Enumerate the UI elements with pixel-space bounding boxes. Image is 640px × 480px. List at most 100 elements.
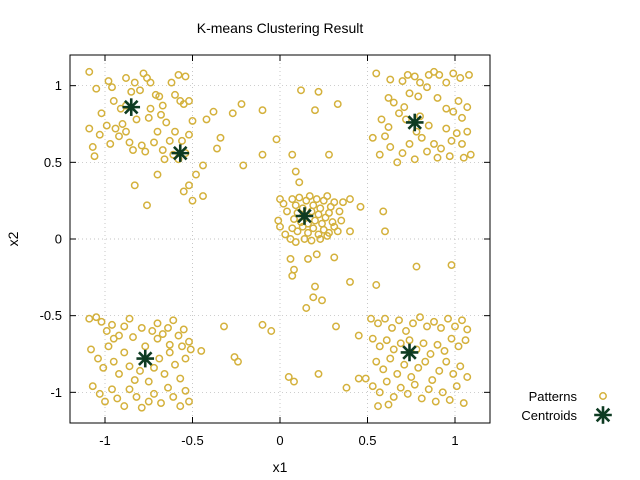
pattern-point <box>197 346 206 355</box>
pattern-point <box>382 336 391 345</box>
pattern-point <box>307 236 316 245</box>
pattern-point <box>97 109 106 118</box>
pattern-point <box>174 331 183 340</box>
pattern-point <box>456 74 465 82</box>
pattern-point <box>85 124 94 133</box>
pattern-point <box>312 195 321 204</box>
pattern-point <box>176 402 185 411</box>
pattern-point <box>181 354 190 363</box>
y-tick-label: -1 <box>50 385 62 400</box>
pattern-point <box>291 201 300 210</box>
pattern-point <box>109 357 118 366</box>
pattern-point <box>185 181 193 190</box>
grid <box>70 55 490 423</box>
pattern-point <box>99 363 108 372</box>
pattern-point <box>312 250 321 259</box>
pattern-point <box>346 277 354 286</box>
pattern-point <box>125 138 134 147</box>
pattern-point <box>305 192 314 201</box>
pattern-point <box>398 149 407 158</box>
pattern-point <box>137 323 146 332</box>
pattern-point <box>169 392 178 401</box>
pattern-point <box>458 316 466 325</box>
pattern-point <box>442 78 451 87</box>
pattern-point <box>437 323 445 332</box>
pattern-point <box>186 345 195 354</box>
x-axis-label: x1 <box>273 459 288 475</box>
pattern-point <box>417 133 426 142</box>
pattern-point <box>258 320 267 329</box>
pattern-point <box>414 92 423 101</box>
pattern-point <box>155 92 164 101</box>
pattern-point <box>304 228 312 237</box>
pattern-point <box>102 121 111 130</box>
pattern-point <box>129 146 137 155</box>
pattern-point <box>136 366 144 375</box>
pattern-point <box>153 170 162 179</box>
pattern-point <box>419 339 428 348</box>
pattern-point <box>302 304 311 312</box>
pattern-point <box>333 227 342 236</box>
pattern-point <box>375 150 384 159</box>
pattern-point <box>239 161 248 170</box>
pattern-point <box>452 382 461 391</box>
pattern-point <box>311 216 319 225</box>
pattern-point <box>417 394 426 403</box>
pattern-point <box>426 350 435 358</box>
pattern-point <box>167 78 176 87</box>
pattern-point <box>102 327 111 335</box>
pattern-point <box>132 115 141 124</box>
pattern-point <box>456 362 465 371</box>
pattern-point <box>144 397 153 406</box>
pattern-point <box>311 106 319 115</box>
pattern-point <box>258 106 267 115</box>
pattern-point <box>92 84 101 93</box>
pattern-point <box>143 201 151 210</box>
pattern-point <box>158 146 167 155</box>
pattern-point <box>438 388 447 397</box>
pattern-point <box>122 74 130 82</box>
pattern-point <box>220 322 228 331</box>
pattern-point <box>323 192 332 201</box>
y-tick-label: 0.5 <box>44 155 62 170</box>
pattern-point <box>424 121 433 130</box>
pattern-point <box>466 150 475 159</box>
pattern-point <box>137 141 146 150</box>
pattern-point <box>157 399 165 408</box>
pattern-point <box>158 101 167 110</box>
pattern-point <box>412 262 421 271</box>
pattern-point <box>442 104 451 113</box>
pattern-point <box>85 314 94 323</box>
pattern-point <box>276 222 284 231</box>
pattern-point <box>234 357 242 366</box>
pattern-point <box>95 389 104 398</box>
x-tick-label: -0.5 <box>181 433 203 448</box>
pattern-point <box>153 127 162 136</box>
pattern-point <box>290 377 298 386</box>
pattern-point <box>342 383 351 392</box>
pattern-point <box>101 397 109 406</box>
pattern-point <box>381 314 389 323</box>
pattern-point <box>459 399 468 408</box>
x-tick-label: 1 <box>451 433 458 448</box>
pattern-point <box>288 195 297 204</box>
pattern-point <box>213 144 221 153</box>
pattern-point <box>437 144 445 153</box>
pattern-point <box>127 87 136 96</box>
pattern-point <box>87 345 95 354</box>
pattern-point <box>171 360 179 369</box>
pattern-point <box>367 314 375 323</box>
pattern-point <box>153 319 162 328</box>
pattern-point <box>452 129 461 138</box>
pattern-point <box>463 103 472 112</box>
pattern-point <box>330 198 339 207</box>
pattern-point <box>88 143 97 151</box>
pattern-point <box>454 97 463 105</box>
pattern-point <box>146 78 155 87</box>
pattern-point <box>164 323 172 332</box>
pattern-point <box>137 403 146 412</box>
pattern-point <box>109 334 118 343</box>
pattern-point <box>386 143 395 151</box>
pattern-point <box>164 383 172 392</box>
pattern-point <box>298 204 307 213</box>
